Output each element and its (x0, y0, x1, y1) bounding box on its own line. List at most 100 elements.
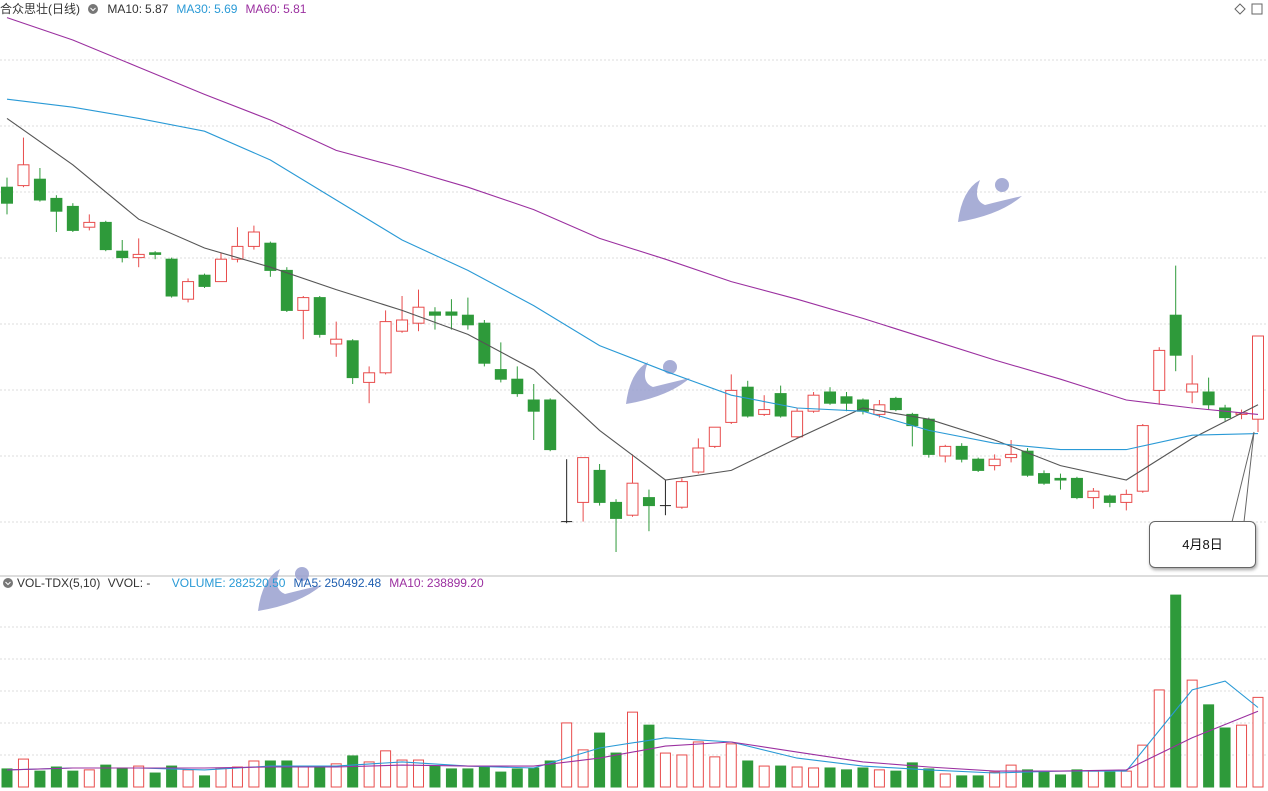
candle-body (99, 221, 112, 251)
volume-bar (808, 767, 820, 788)
candle-body (313, 297, 326, 335)
volume-bar (528, 767, 540, 788)
candle-body (610, 501, 623, 519)
candle-body (824, 391, 837, 404)
candle-body (1252, 335, 1264, 420)
indicator-value: 5.81 (283, 2, 307, 16)
indicator-label: MA60: (245, 2, 281, 16)
volume-bar (1054, 774, 1066, 788)
indicator-label: MA5: (293, 576, 322, 590)
candle-body (988, 458, 1001, 467)
candle-body (1021, 450, 1034, 476)
candle-body (379, 321, 392, 374)
volume-bar (462, 768, 474, 788)
candle-body (642, 497, 655, 507)
candle-body (1103, 495, 1116, 503)
candle-body (1005, 453, 1018, 459)
volume-bar (100, 764, 112, 788)
candle-body (1136, 425, 1149, 492)
candle-body (297, 297, 310, 311)
volume-bar (50, 766, 62, 788)
candle-body (247, 231, 260, 247)
ma-line (6, 680, 1259, 774)
volume-bar (182, 769, 194, 788)
diamond-icon[interactable] (1234, 3, 1246, 15)
volume-bar (791, 766, 803, 788)
volume-bar (906, 762, 918, 788)
indicator-value: 250492.48 (324, 576, 382, 590)
candle-body (1153, 349, 1166, 391)
watermarks (258, 178, 1022, 611)
indicator-label: MA10: (107, 2, 143, 16)
window-icons (3, 3, 1263, 588)
volume-bar (330, 763, 342, 788)
candle-body (939, 445, 952, 457)
volume-bar (248, 760, 260, 788)
volume-bar (34, 770, 46, 788)
candle-body (280, 269, 293, 311)
candle-body (626, 482, 639, 516)
volume-bar (1170, 594, 1182, 788)
watermark (995, 178, 1009, 192)
volume-bar (824, 767, 836, 788)
volume-bar (281, 760, 293, 788)
stock-title: 合众思壮(日线) (0, 2, 80, 16)
volume-bar (1104, 771, 1116, 788)
candle-body (132, 253, 145, 259)
candle-body (396, 319, 409, 332)
volume-bar (264, 760, 276, 788)
volume-bar (413, 759, 425, 788)
candle-body (692, 447, 705, 473)
indicator-title: VOL-TDX(5,10) (17, 576, 101, 590)
volume-bar (429, 765, 441, 788)
volume-bar (1186, 679, 1198, 788)
volume-bar (297, 766, 309, 788)
candle-body (675, 481, 688, 508)
candle-body (17, 164, 30, 187)
menu-icon-arrow (90, 7, 96, 12)
volume-bar (840, 769, 852, 788)
maximize-icon[interactable] (1251, 3, 1263, 15)
volume-bar (231, 766, 243, 788)
volume-bar (610, 752, 622, 788)
candle-body (50, 197, 63, 212)
volume-bar (1236, 724, 1248, 788)
indicator-value: 5.69 (214, 2, 238, 16)
candle-body (807, 394, 820, 412)
menu-icon[interactable] (3, 578, 13, 588)
volume-bar (478, 766, 490, 788)
ma-line (6, 17, 1259, 415)
volume-bar (83, 769, 95, 788)
candle-body (412, 306, 425, 324)
candle-body (1169, 314, 1182, 356)
marks (1, 17, 1264, 788)
volume-bar (577, 749, 589, 788)
volume-bar (676, 754, 688, 788)
volume-bar (380, 750, 392, 788)
candle-body (83, 221, 96, 228)
ma-line (6, 117, 1259, 481)
watermark (295, 567, 309, 581)
candle-body (1202, 391, 1215, 406)
candle-body (511, 378, 524, 395)
candle-body (66, 205, 79, 231)
candle-body (593, 469, 606, 503)
candle-body (527, 399, 540, 412)
ma-line (6, 98, 1259, 451)
volume-bar (627, 711, 638, 788)
volume-bar (643, 724, 655, 788)
candle-body (346, 340, 359, 379)
candle-body (182, 281, 195, 300)
candle-body (149, 252, 162, 255)
volume-bar (199, 775, 211, 788)
volume-bar (149, 772, 161, 788)
volume-bar (133, 765, 145, 788)
volume-bar (923, 768, 935, 788)
candle-body (1, 186, 13, 204)
menu-icon[interactable] (88, 4, 98, 14)
volume-bar (363, 761, 375, 788)
volume-bar (1022, 769, 1034, 788)
indicator-subtitle: VVOL: - (107, 576, 151, 590)
volume-bar (1153, 689, 1165, 788)
